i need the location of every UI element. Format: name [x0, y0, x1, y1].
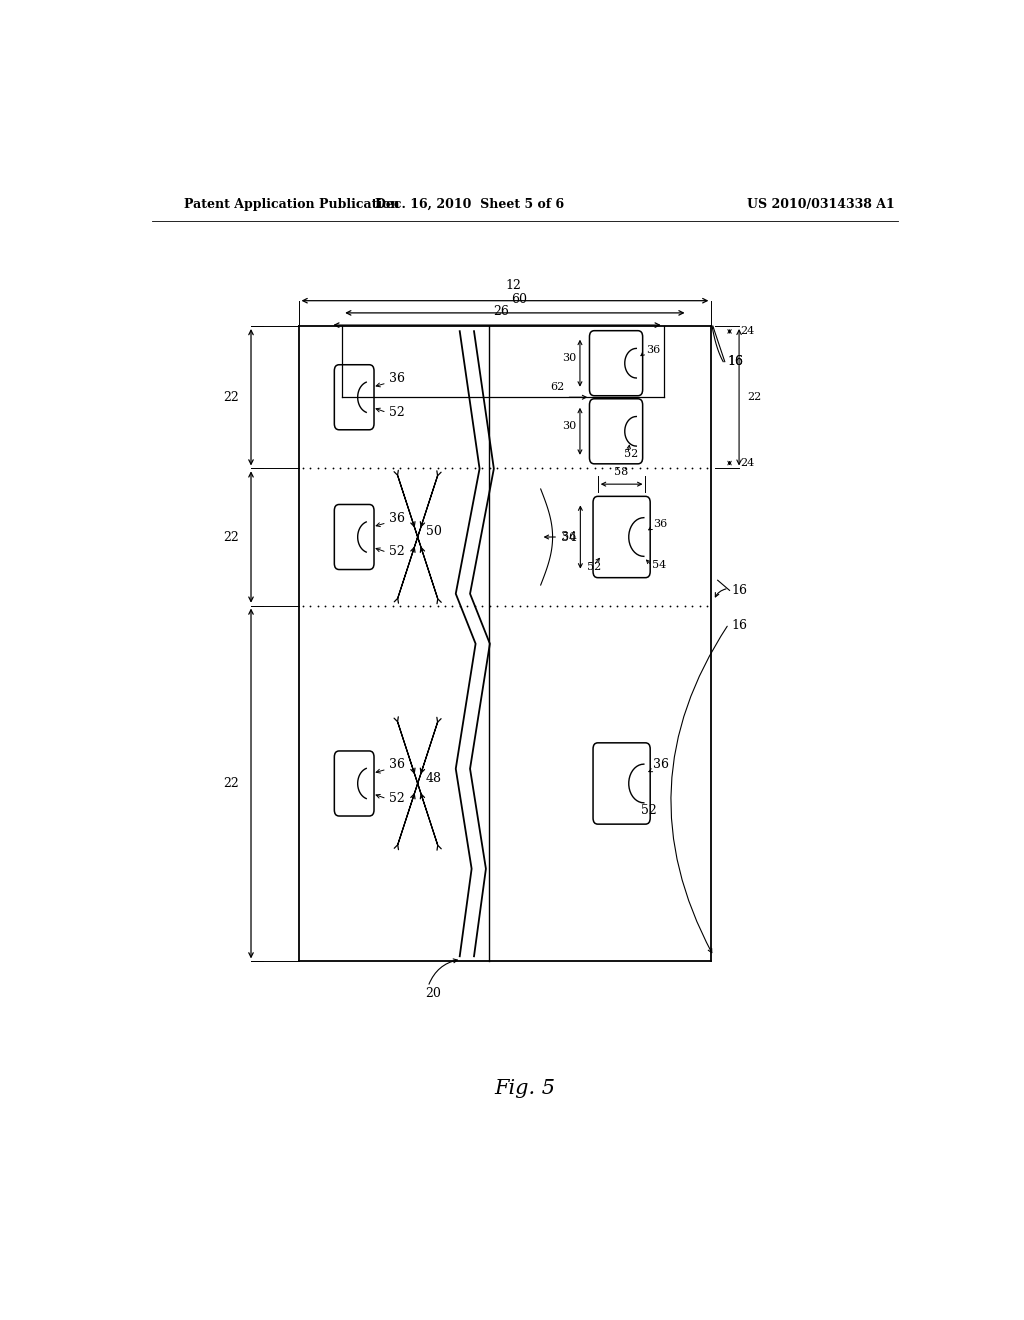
Text: 58: 58 — [614, 467, 629, 477]
Text: 22: 22 — [748, 392, 761, 403]
Text: Dec. 16, 2010  Sheet 5 of 6: Dec. 16, 2010 Sheet 5 of 6 — [375, 198, 564, 211]
Text: 24: 24 — [740, 326, 754, 337]
Text: Fig. 5: Fig. 5 — [495, 1078, 555, 1098]
Text: 36: 36 — [653, 519, 668, 529]
Text: 52: 52 — [389, 545, 404, 558]
Text: 26: 26 — [493, 305, 509, 318]
Text: 34: 34 — [560, 531, 577, 544]
Text: 12: 12 — [505, 279, 521, 292]
Text: US 2010/0314338 A1: US 2010/0314338 A1 — [748, 198, 895, 211]
Text: 16: 16 — [731, 583, 748, 597]
Text: 36: 36 — [653, 758, 670, 771]
Text: 54: 54 — [652, 560, 666, 569]
Text: 16: 16 — [727, 355, 743, 368]
Text: 36: 36 — [646, 345, 660, 355]
Text: 30: 30 — [562, 354, 575, 363]
Text: 24: 24 — [740, 458, 754, 469]
Text: 16: 16 — [731, 619, 748, 632]
Text: 52: 52 — [624, 449, 638, 459]
Text: 52: 52 — [587, 561, 601, 572]
Text: 30: 30 — [562, 421, 575, 432]
Text: 48: 48 — [426, 772, 441, 785]
Text: 20: 20 — [426, 987, 441, 1001]
Text: 36: 36 — [389, 758, 406, 771]
Text: 62: 62 — [550, 383, 564, 392]
Text: 16: 16 — [727, 355, 743, 368]
Text: 36: 36 — [389, 512, 406, 525]
Text: 52: 52 — [641, 804, 657, 817]
Text: 52: 52 — [389, 792, 404, 805]
Text: 60: 60 — [511, 293, 526, 306]
Text: 22: 22 — [223, 531, 239, 544]
Text: 56: 56 — [562, 532, 577, 543]
Text: 52: 52 — [389, 405, 404, 418]
Text: 36: 36 — [389, 372, 406, 385]
Text: 50: 50 — [426, 525, 441, 539]
Text: Patent Application Publication: Patent Application Publication — [183, 198, 399, 211]
Text: 22: 22 — [223, 777, 239, 789]
Text: 22: 22 — [223, 391, 239, 404]
